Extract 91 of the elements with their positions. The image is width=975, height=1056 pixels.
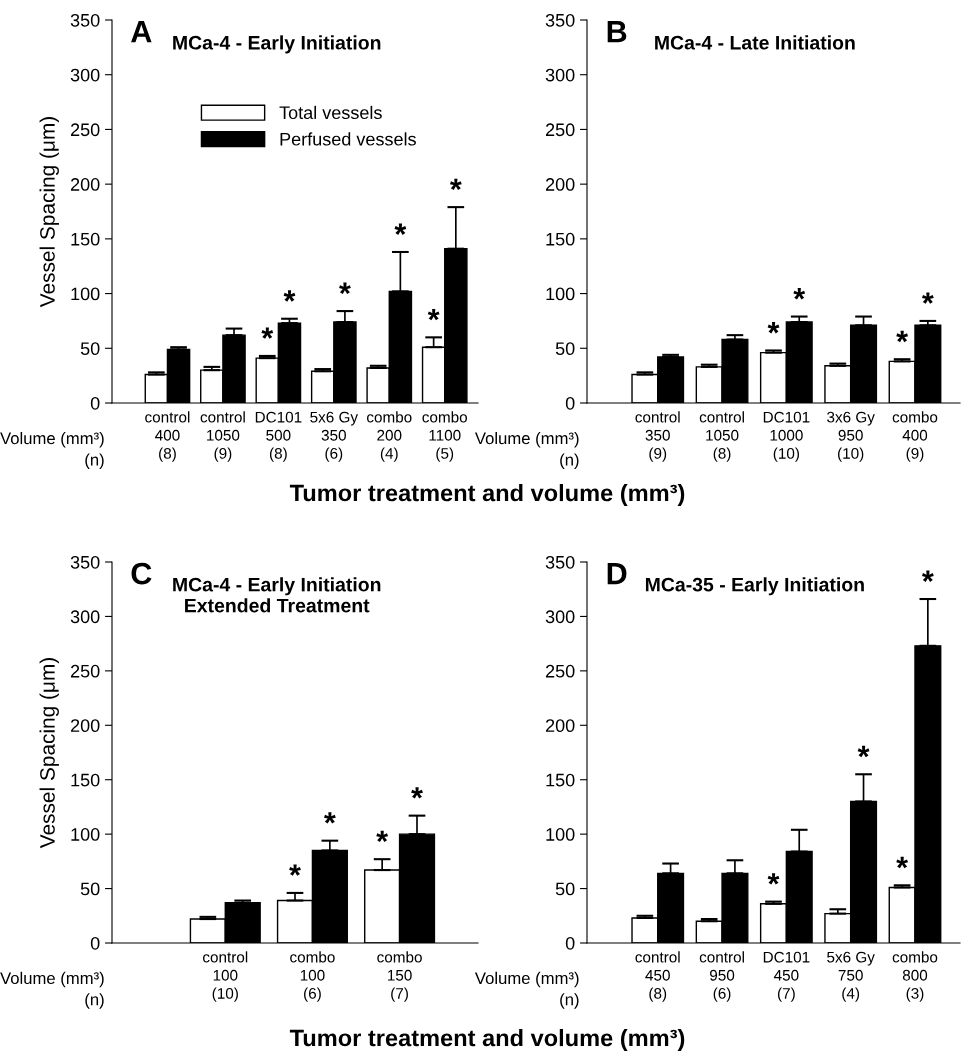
data-label: * xyxy=(376,830,389,843)
y-tick-label: 350 xyxy=(545,13,575,27)
x-tick-label: combo 200 (4) xyxy=(367,411,412,462)
data-label: * xyxy=(289,864,301,876)
data-label: * xyxy=(793,288,806,300)
x-tick-label: 3x6 Gy 950 (10) xyxy=(827,411,875,462)
data-label: * xyxy=(896,330,909,343)
data-label: * xyxy=(921,292,934,304)
x-tick-label: DC101 450 (7) xyxy=(763,951,810,1002)
y-tick-label: 250 xyxy=(545,123,575,137)
data-label: * xyxy=(283,290,296,302)
y-tick-label: 150 xyxy=(71,773,100,787)
data-label: * xyxy=(767,322,780,334)
data-label: * xyxy=(261,327,274,339)
data-label: * xyxy=(411,787,423,799)
x-tick-label: DC101 500 (8) xyxy=(255,411,302,462)
y-tick-label: 100 xyxy=(546,287,575,301)
data-label: * xyxy=(857,745,870,758)
x-tick-label: control 350 (9) xyxy=(635,411,680,462)
y-tick-label: 350 xyxy=(545,555,575,569)
data-label: * xyxy=(339,282,351,294)
annotation: D xyxy=(607,563,627,585)
x-tick-label: combo 1100 (5) xyxy=(422,411,468,462)
text: MCa-4 - Early Initiation xyxy=(173,35,381,54)
y-tick-label: 300 xyxy=(545,610,575,624)
y-tick-label: 200 xyxy=(70,719,100,733)
text: Volume (mm³) xyxy=(0,971,104,988)
x-tick-label: 5x6 Gy 750 (4) xyxy=(827,951,875,1002)
x-tick-label: control 1050 (9) xyxy=(200,411,245,462)
y-axis-title: Vessel Spacing (μm) xyxy=(39,658,59,849)
y-tick-label: 350 xyxy=(70,555,100,569)
y-tick-label: 150 xyxy=(546,773,575,787)
x-axis-title: Tumor treatment and volume (mm³) xyxy=(289,1028,685,1052)
y-tick-label: 150 xyxy=(546,232,575,246)
x-tick-label: 5x6 Gy 350 (6) xyxy=(310,411,358,462)
annotation: C xyxy=(131,562,152,585)
annotation: B xyxy=(607,21,627,43)
data-label: * xyxy=(427,308,440,321)
y-tick-label: 300 xyxy=(545,68,575,82)
y-tick-label: 250 xyxy=(545,664,575,678)
text: Volume (mm³) xyxy=(474,971,579,988)
y-tick-label: 0 xyxy=(90,936,100,950)
text: Volume (mm³) xyxy=(474,432,579,448)
text: (n) xyxy=(560,453,579,469)
x-tick-label: control 950 (6) xyxy=(699,951,744,1002)
data-label: * xyxy=(896,856,909,869)
y-tick-label: 150 xyxy=(71,232,100,246)
y-tick-label: 50 xyxy=(80,882,100,896)
y-tick-label: 100 xyxy=(546,828,575,841)
x-tick-label: combo 100 (6) xyxy=(290,951,335,1002)
annotation: A xyxy=(131,21,152,43)
x-tick-label: control 1050 (8) xyxy=(699,411,744,462)
x-tick-label: DC101 1000 (10) xyxy=(763,411,810,462)
legend-label: Perfused vessels xyxy=(280,132,416,146)
legend-label: Total vessels xyxy=(279,105,382,120)
text: (n) xyxy=(85,453,104,469)
y-tick-label: 200 xyxy=(545,719,575,733)
text: MCa-4 - Late Initiation xyxy=(655,35,855,50)
text: Volume (mm³) xyxy=(0,432,104,448)
data-label: * xyxy=(449,178,462,191)
y-tick-label: 250 xyxy=(70,123,100,137)
y-tick-label: 0 xyxy=(565,396,575,410)
y-tick-label: 300 xyxy=(70,68,100,82)
x-tick-label: control 100 (10) xyxy=(203,951,248,1002)
y-tick-label: 50 xyxy=(555,342,575,356)
y-tick-label: 50 xyxy=(555,882,575,896)
y-tick-label: 50 xyxy=(80,342,100,356)
y-axis-title: Vessel Spacing (μm) xyxy=(39,117,59,308)
text: MCa-4 - Early Initiation Extended Treatment xyxy=(173,577,381,613)
text: (n) xyxy=(85,993,104,1009)
x-tick-label: control 450 (8) xyxy=(635,951,680,1002)
y-tick-label: 0 xyxy=(90,396,100,410)
y-tick-label: 100 xyxy=(71,287,100,301)
x-tick-label: combo 400 (9) xyxy=(892,411,938,462)
y-tick-label: 250 xyxy=(70,664,100,678)
data-label: * xyxy=(324,812,336,824)
x-tick-label: control 400 (8) xyxy=(145,411,190,462)
data-label: * xyxy=(394,223,407,235)
x-axis-title: Tumor treatment and volume (mm³) xyxy=(289,483,685,506)
x-tick-label: combo 800 (3) xyxy=(892,951,938,1002)
y-tick-label: 100 xyxy=(71,828,100,841)
data-label: * xyxy=(921,570,934,582)
text: MCa-35 - Early Initiation xyxy=(645,577,864,596)
y-tick-label: 300 xyxy=(70,610,100,624)
text: (n) xyxy=(560,993,579,1009)
y-tick-label: 200 xyxy=(545,178,575,191)
y-tick-label: 350 xyxy=(70,13,100,27)
data-label: * xyxy=(767,873,780,885)
y-tick-label: 0 xyxy=(565,936,575,950)
y-tick-label: 200 xyxy=(70,178,100,191)
x-tick-label: combo 150 (7) xyxy=(377,951,422,1002)
